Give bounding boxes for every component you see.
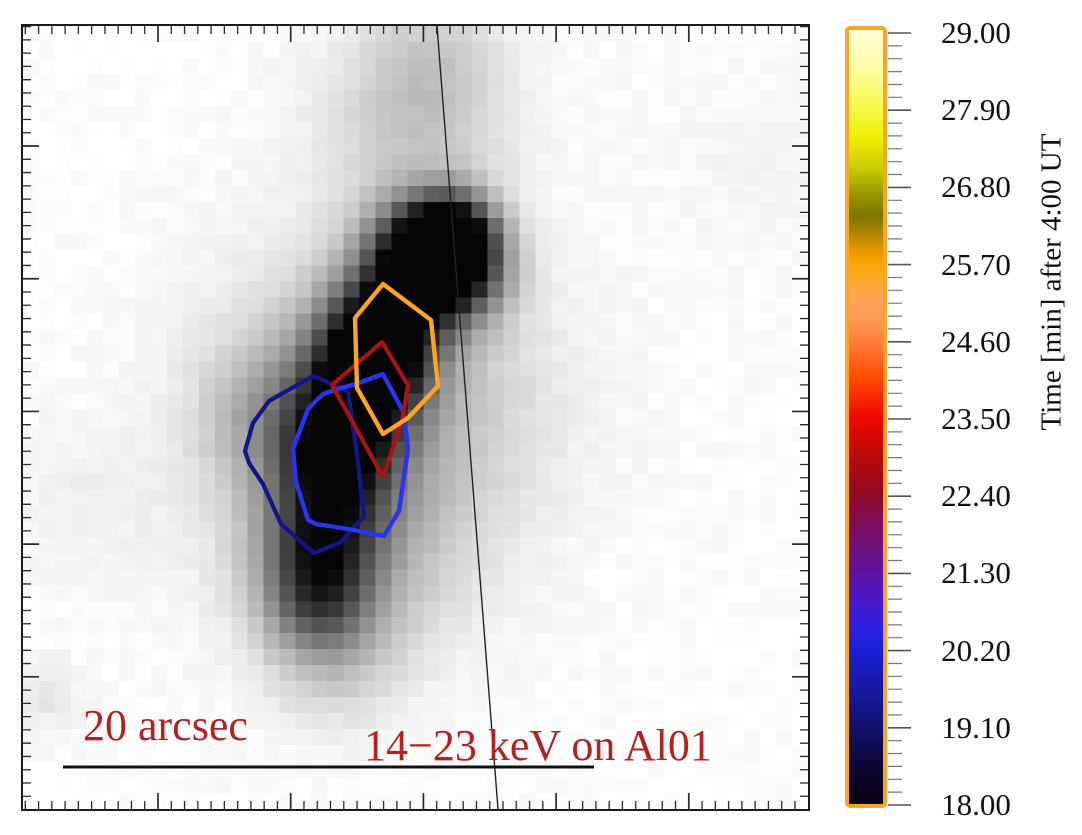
colorbar-tick-label: 20.20 <box>941 632 1011 668</box>
colorbar-tick-label: 18.00 <box>941 787 1011 822</box>
colorbar-gradient <box>845 26 887 808</box>
colorbar-axis-title-text: Time [min] after 4:00 UT <box>1035 133 1068 431</box>
colorbar-tick-label: 25.70 <box>941 246 1011 282</box>
grayscale-solar-image <box>23 26 808 809</box>
colorbar-tick-label: 29.00 <box>941 15 1011 50</box>
colorbar-ticks <box>888 32 911 806</box>
colorbar-tick-label: 27.90 <box>941 92 1011 128</box>
contour-dark-red <box>329 339 411 480</box>
axis-ticks <box>23 26 808 809</box>
colorbar-tick-label: 19.10 <box>941 709 1011 745</box>
scale-bar-label: 20 arcsec <box>83 701 248 750</box>
colorbar-tick-label: 26.80 <box>941 169 1011 205</box>
main-image-panel: 20 arcsec 14−23 keV on Al01 <box>21 24 810 811</box>
colorbar-tick-label: 24.60 <box>941 323 1011 359</box>
colorbar-tick-label: 21.30 <box>941 555 1011 591</box>
contour-orange <box>352 281 441 437</box>
colorbar-tick-label: 23.50 <box>941 401 1011 436</box>
colorbar-major-ticks <box>888 32 911 806</box>
contour-overlay <box>23 26 808 809</box>
solar-limb-line <box>436 26 499 809</box>
energy-band-label: 14−23 keV on Al01 <box>364 721 712 770</box>
colorbar-minor-ticks <box>888 45 902 793</box>
colorbar-tick-label: 22.40 <box>941 478 1011 514</box>
contour-navy <box>242 373 367 556</box>
axis-ticks <box>23 26 808 809</box>
